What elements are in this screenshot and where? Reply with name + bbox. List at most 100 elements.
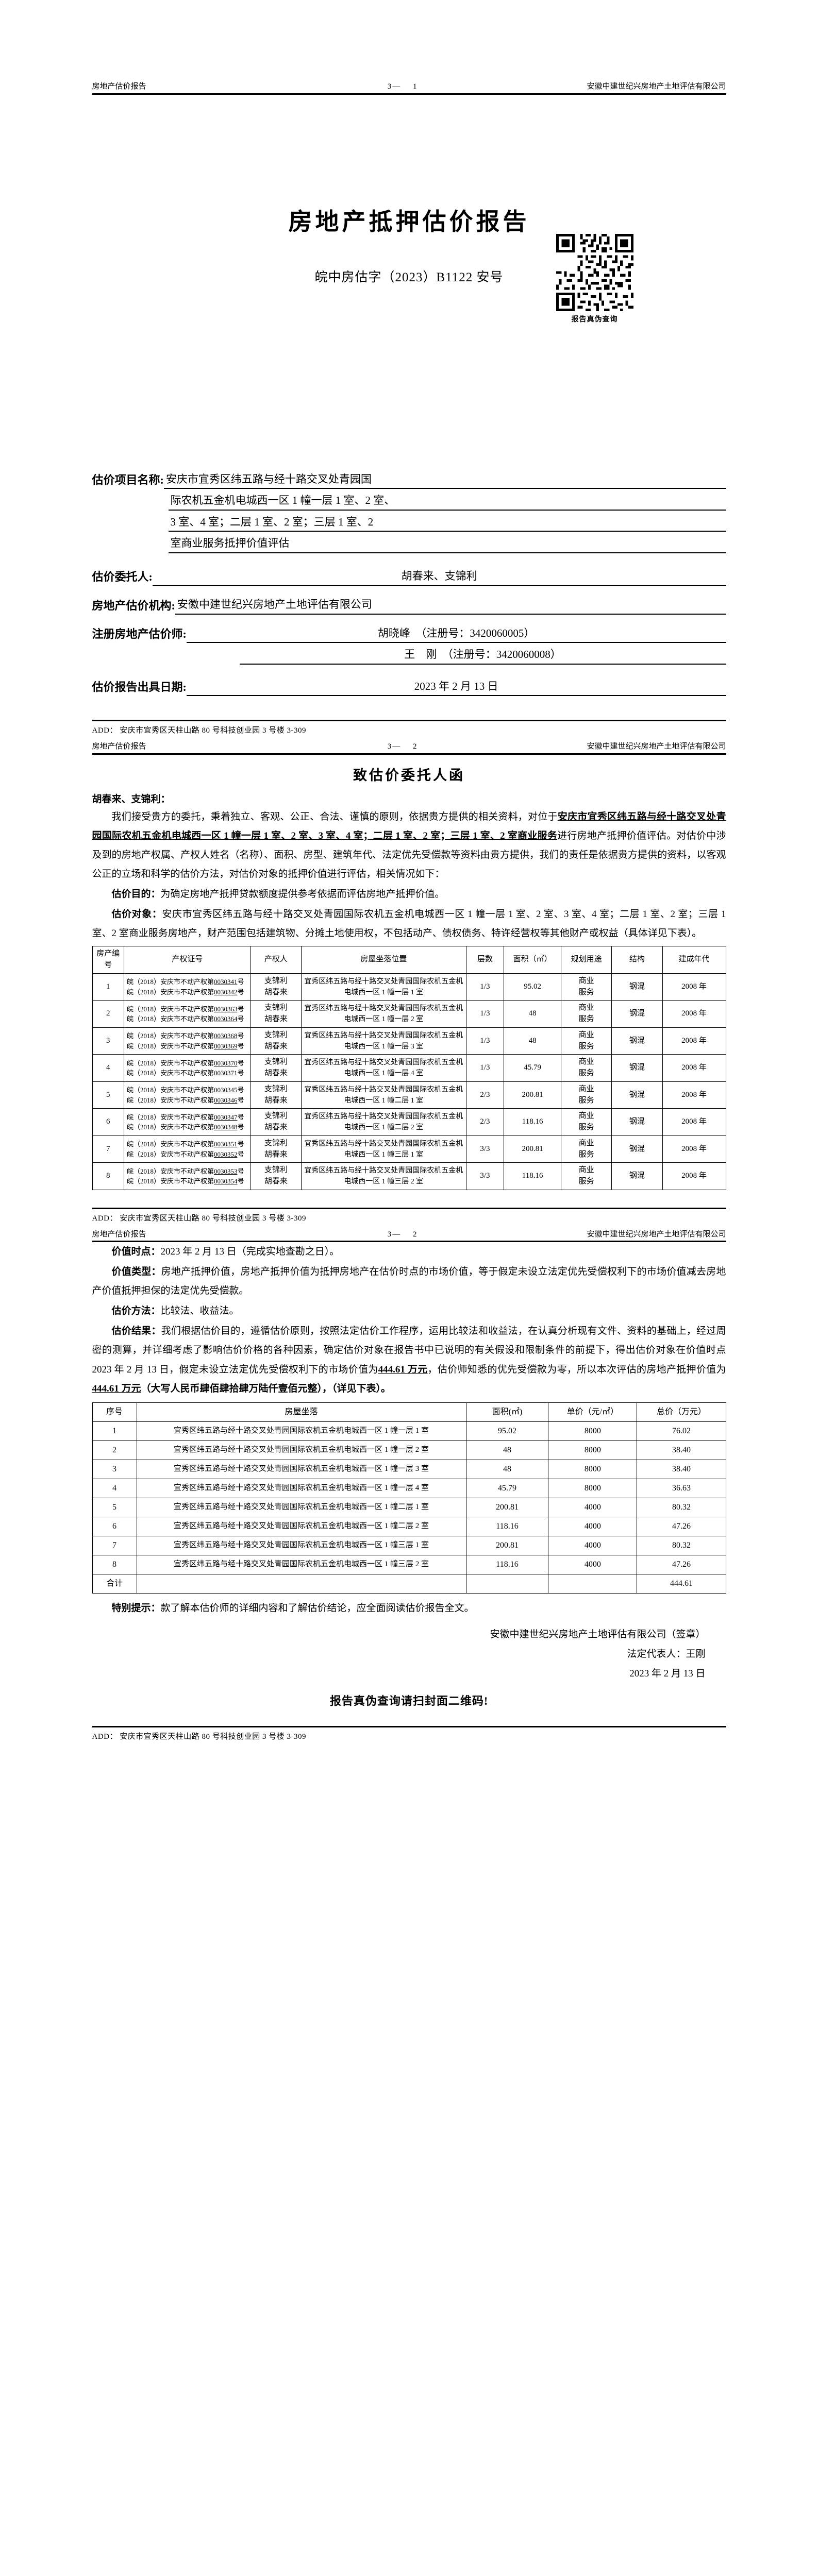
- value-date-paragraph: 价值时点：2023 年 2 月 13 日（完成实地查勘之日）。: [92, 1242, 726, 1261]
- cell-certificates: 皖（2018）安庆市不动产权第0030370号皖（2018）安庆市不动产权第00…: [123, 1054, 251, 1082]
- cell-unit-price: 4000: [548, 1497, 638, 1517]
- signature-legal-rep: 法定代表人：王刚: [627, 1648, 706, 1659]
- cert-prefix: 皖（2018）安庆市不动产权第: [126, 1086, 214, 1094]
- cell-owner: 支锦利 胡春来: [250, 1027, 302, 1055]
- cell-unit-price: 4000: [548, 1516, 638, 1536]
- cell-no: 6: [92, 1516, 137, 1536]
- cert-number: 0030347: [213, 1113, 238, 1121]
- cell-total: 38.40: [637, 1440, 726, 1460]
- th-no: 房产编号: [92, 946, 124, 974]
- project-name-row-4: 室商业服务抵押价值评估: [92, 535, 726, 553]
- cell-floors: 2/3: [465, 1108, 505, 1136]
- cell-certificates: 皖（2018）安庆市不动产权第0030363号皖（2018）安庆市不动产权第00…: [123, 1000, 251, 1028]
- document-number: 皖中房估字（2023）B1122 安号: [314, 270, 504, 284]
- cert-number: 0030368: [213, 1032, 238, 1040]
- method-text: 比较法、收益法。: [160, 1306, 239, 1317]
- cell-year: 2008 年: [662, 1054, 726, 1082]
- cell-location: 宜秀区纬五路与经十路交叉处青园国际农机五金机电城西一区 1 幢三层 1 室: [301, 1135, 466, 1163]
- project-name-row-3: 3 室、4 室；二层 1 室、2 室；三层 1 室、2: [92, 514, 726, 532]
- appraiser-value-2: 王 刚 （注册号：3420060008）: [239, 646, 726, 665]
- running-header-page: 3— 1: [387, 82, 418, 91]
- conclusion-sheet: 价值时点：2023 年 2 月 13 日（完成实地查勘之日）。 价值类型：房地产…: [92, 1242, 726, 1761]
- letter-p1-subject: 安庆市宜秀区纬五路与经十路交叉处青园国际农机五金机电城西一区 1 幢一层 1 室…: [92, 811, 726, 841]
- cell-unit-price: 8000: [548, 1459, 638, 1479]
- running-header-page2: 房地产估价报告 3— 2 安徽中建世纪兴房地产土地评估有限公司: [92, 742, 726, 755]
- running-header-page: 3— 2: [387, 1230, 418, 1239]
- appraiser-row: 注册房地产估价师: 胡晓峰 （注册号：3420060005）: [92, 625, 726, 643]
- special-notice-text: 款了解本估价师的详细内容和了解估价结论，应全面阅读估价报告全文。: [160, 1602, 474, 1614]
- cell-unit-price: 8000: [548, 1421, 638, 1441]
- running-header-page: 3— 2: [387, 742, 418, 751]
- cert-suffix: 号: [237, 1140, 244, 1148]
- page2-footer-rule: [92, 1207, 726, 1209]
- cell-total: 80.32: [637, 1535, 726, 1555]
- cell-no: 5: [92, 1497, 137, 1517]
- value-type-paragraph: 价值类型：房地产抵押价值，房地产抵押价值为抵押房地产在估价时点的市场价值，等于假…: [92, 1262, 726, 1300]
- cell-floors: 3/3: [465, 1135, 505, 1163]
- qr-code-icon[interactable]: [556, 233, 633, 311]
- cert-prefix: 皖（2018）安庆市不动产权第: [126, 1177, 214, 1185]
- cert-suffix: 号: [237, 1042, 244, 1050]
- cell-unit-price: 8000: [548, 1440, 638, 1460]
- bottom-margin: [92, 1741, 726, 1762]
- cell-no: 7: [92, 1535, 137, 1555]
- cell-area: 200.81: [465, 1497, 549, 1517]
- cert-suffix: 号: [237, 1096, 244, 1104]
- sth-area: 面积(㎡): [465, 1402, 549, 1422]
- valuation-summary-table: 序号 房屋坐落 面积(㎡) 单价（元/㎡） 总价（万元） 1 宜秀区纬五路与经十路…: [92, 1402, 726, 1594]
- client-label: 估价委托人:: [92, 570, 153, 584]
- signature-company: 安徽中建世纪兴房地产土地评估有限公司（签章）: [490, 1629, 706, 1640]
- cell-owner: 支锦利 胡春来: [250, 1108, 302, 1136]
- cert-number: 0030364: [213, 1015, 238, 1023]
- running-header-page3: 房地产估价报告 3— 2 安徽中建世纪兴房地产土地评估有限公司: [92, 1230, 726, 1243]
- cell-location: 宜秀区纬五路与经十路交叉处青园国际农机五金机电城西一区 1 幢三层 1 室: [136, 1535, 466, 1555]
- cert-number: 0030341: [213, 978, 238, 986]
- appraiser-row-2: 王 刚 （注册号：3420060008）: [92, 646, 726, 665]
- cert-prefix: 皖（2018）安庆市不动产权第: [126, 1150, 214, 1158]
- cell-no: 3: [92, 1027, 124, 1055]
- cell-certificates: 皖（2018）安庆市不动产权第0030351号皖（2018）安庆市不动产权第00…: [123, 1135, 251, 1163]
- total-blank-area: [465, 1573, 549, 1594]
- cell-no: 5: [92, 1081, 124, 1109]
- table-row: 6 宜秀区纬五路与经十路交叉处青园国际农机五金机电城西一区 1 幢二层 2 室 11…: [92, 1516, 726, 1536]
- cert-suffix: 号: [237, 1005, 244, 1013]
- cert-number: 0030348: [213, 1123, 238, 1131]
- project-name-value-line1: 安庆市宜秀区纬五路与经十路交叉处青园国: [163, 471, 726, 489]
- cell-floors: 1/3: [465, 1000, 505, 1028]
- summary-table-header-row: 序号 房屋坐落 面积(㎡) 单价（元/㎡） 总价（万元）: [92, 1402, 726, 1422]
- running-header-left: 房地产估价报告: [92, 742, 146, 751]
- cell-certificates: 皖（2018）安庆市不动产权第0030353号皖（2018）安庆市不动产权第00…: [123, 1162, 251, 1190]
- cert-suffix: 号: [237, 1177, 244, 1185]
- letter-sheet: 致估价委托人函 胡春来、支锦利： 我们接受贵方的委托，秉着独立、客观、公正、合法…: [92, 764, 726, 1223]
- signature-block: 安徽中建世纪兴房地产土地评估有限公司（签章） 法定代表人：王刚 2023 年 2…: [92, 1625, 726, 1684]
- cell-location: 宜秀区纬五路与经十路交叉处青园国际农机五金机电城西一区 1 幢三层 2 室: [301, 1162, 466, 1190]
- conclusion-pre: 我们根据估价目的，遵循估价原则，按照法定估价工作程序，运用比较法和收益法，在认真…: [92, 1326, 726, 1375]
- cert-prefix: 皖（2018）安庆市不动产权第: [126, 1113, 214, 1121]
- page-gap: [0, 735, 818, 742]
- cert-suffix: 号: [237, 1150, 244, 1158]
- cell-no: 2: [92, 1000, 124, 1028]
- cell-location: 宜秀区纬五路与经十路交叉处青园国际农机五金机电城西一区 1 幢一层 4 室: [301, 1054, 466, 1082]
- cell-year: 2008 年: [662, 1000, 726, 1028]
- value-type-text: 房地产抵押价值，房地产抵押价值为抵押房地产在估价时点的市场价值，等于假定未设立法…: [92, 1266, 726, 1297]
- cert-suffix: 号: [237, 988, 244, 996]
- table-row: 4 宜秀区纬五路与经十路交叉处青园国际农机五金机电城西一区 1 幢一层 4 室 45…: [92, 1478, 726, 1498]
- cert-prefix: 皖（2018）安庆市不动产权第: [126, 1140, 214, 1148]
- qr-verification-block[interactable]: 报告真伪查询: [554, 233, 636, 324]
- running-header-right: 安徽中建世纪兴房地产土地评估有限公司: [587, 82, 726, 91]
- total-value: 444.61: [637, 1573, 726, 1594]
- cert-number: 0030346: [213, 1096, 238, 1104]
- total-blank-unit: [548, 1573, 638, 1594]
- client-value: 胡春来、支锦利: [152, 568, 726, 586]
- cell-year: 2008 年: [662, 1027, 726, 1055]
- cell-area: 48: [504, 1000, 561, 1028]
- sth-total: 总价（万元）: [637, 1402, 726, 1422]
- table-row: 6 皖（2018）安庆市不动产权第0030347号皖（2018）安庆市不动产权第0…: [92, 1108, 726, 1136]
- cell-structure: 钢混: [611, 1000, 663, 1028]
- running-header-right: 安徽中建世纪兴房地产土地评估有限公司: [587, 1230, 726, 1239]
- property-table-header-row: 房产编号 产权证号 产权人 房屋坐落位置 层数 面积（㎡） 规划用途 结构 建成…: [92, 946, 726, 974]
- cell-location: 宜秀区纬五路与经十路交叉处青园国际农机五金机电城西一区 1 幢二层 1 室: [301, 1081, 466, 1109]
- th-floors: 层数: [465, 946, 505, 974]
- cell-floors: 1/3: [465, 1027, 505, 1055]
- cell-total: 76.02: [637, 1421, 726, 1441]
